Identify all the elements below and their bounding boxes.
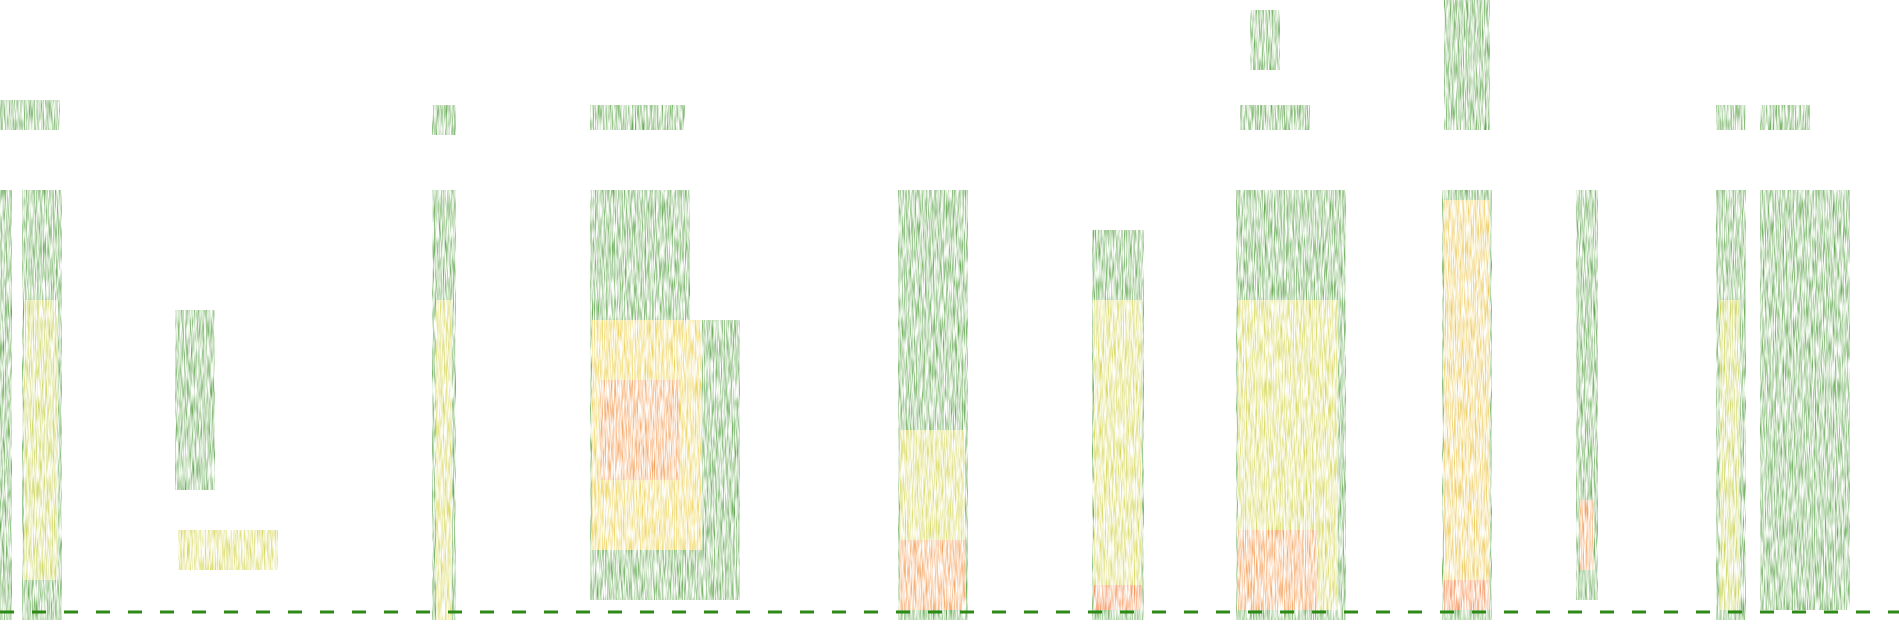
- burst-6: [1092, 230, 1144, 620]
- burst-2: [175, 310, 278, 570]
- burst-5: [898, 190, 968, 620]
- burst-10: [1716, 105, 1850, 620]
- burst-7: [1236, 10, 1346, 620]
- burst-9: [1576, 190, 1598, 600]
- burst-4: [590, 105, 740, 600]
- burst-8: [1442, 0, 1492, 620]
- burst-1: [0, 100, 62, 620]
- energy-bursts: [0, 0, 1850, 620]
- burst-3: [432, 105, 456, 620]
